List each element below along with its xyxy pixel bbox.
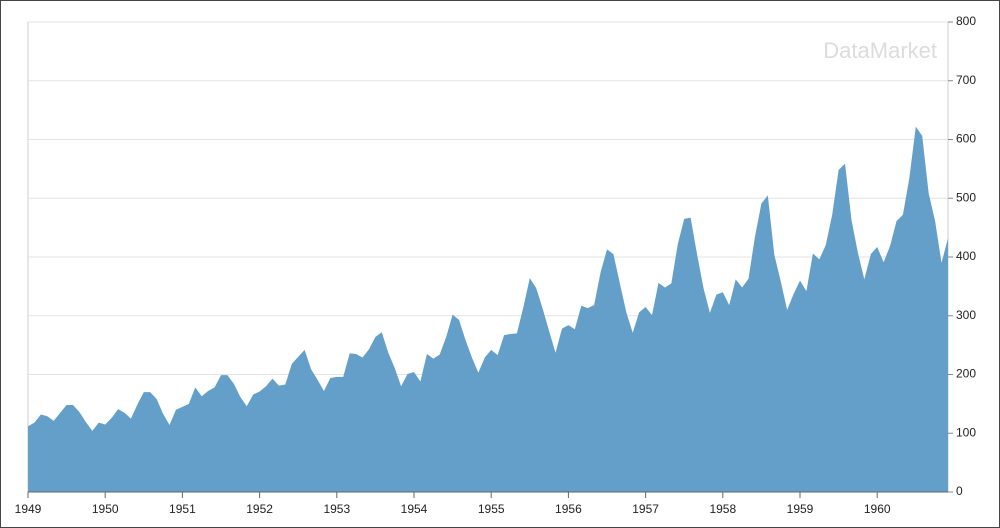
area — [28, 126, 948, 492]
x-tick-label: 1950 — [92, 502, 119, 516]
x-tick-label: 1953 — [323, 502, 350, 516]
x-tick-label: 1957 — [632, 502, 659, 516]
x-tick-label: 1954 — [401, 502, 428, 516]
y-tick-label: 0 — [956, 484, 963, 498]
y-tick-label: 100 — [956, 425, 976, 439]
watermark: DataMarket — [823, 38, 937, 63]
x-tick-label: 1958 — [709, 502, 736, 516]
x-tick-label: 1951 — [169, 502, 196, 516]
x-tick-label: 1956 — [555, 502, 582, 516]
x-tick-label: 1952 — [246, 502, 273, 516]
y-tick-label: 500 — [956, 190, 976, 204]
x-tick-label: 1949 — [15, 502, 42, 516]
x-tick-label: 1955 — [478, 502, 505, 516]
y-tick-label: 300 — [956, 308, 976, 322]
y-tick-label: 700 — [956, 73, 976, 87]
y-tick-label: 400 — [956, 249, 976, 263]
x-tick-label: 1960 — [864, 502, 891, 516]
y-tick-label: 600 — [956, 132, 976, 146]
y-tick-label: 800 — [956, 14, 976, 28]
x-tick-label: 1959 — [787, 502, 814, 516]
y-tick-label: 200 — [956, 367, 976, 381]
